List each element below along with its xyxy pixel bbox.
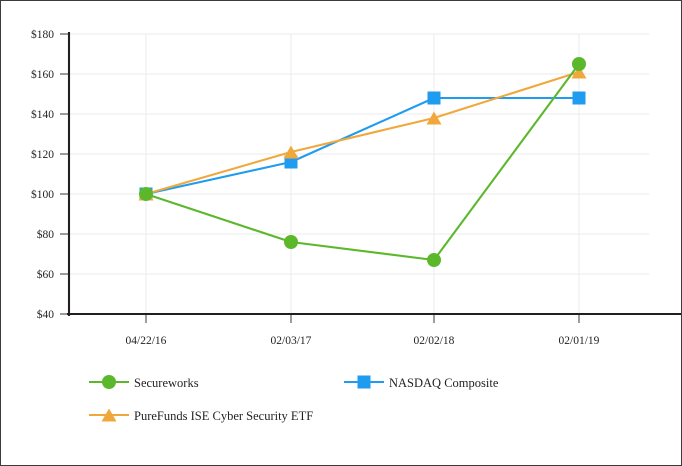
x-axis-label: 02/02/18 — [414, 335, 455, 347]
y-axis-label: $40 — [37, 308, 55, 321]
datapoint-purefunds-ise-cyber-security-etf-1 — [283, 145, 299, 159]
datapoint-nasdaq-composite-1 — [284, 155, 298, 169]
x-axis-labels: 04/22/16 02/03/17 02/02/18 02/01/19 — [126, 335, 600, 347]
datapoint-purefunds-ise-cyber-security-etf-3 — [571, 65, 587, 79]
y-axis-label: $80 — [37, 228, 55, 241]
series-line-purefunds-ise-cyber-security-etf — [144, 70, 581, 196]
datapoint-secureworks-1 — [284, 235, 298, 249]
series-line-secureworks — [144, 62, 581, 262]
legend-label-secureworks: Secureworks — [134, 376, 199, 390]
legend-marks — [89, 375, 384, 422]
gridlines — [69, 33, 649, 275]
series-layer — [138, 57, 587, 267]
x-axis-label: 02/03/17 — [271, 335, 312, 347]
category-gridlines — [145, 34, 580, 314]
datapoint-secureworks-3 — [572, 57, 586, 71]
legend-marker-purefunds-ise-cyber-security-etf — [101, 408, 117, 422]
datapoint-purefunds-ise-cyber-security-etf-2 — [426, 111, 442, 125]
datapoint-secureworks-2 — [427, 253, 441, 267]
legend-marker-nasdaq-composite — [357, 375, 371, 389]
x-axis-ticks — [145, 314, 580, 323]
legend-marker-secureworks — [102, 375, 116, 389]
y-axis-labels: $180 $160 $140 $120 $100 $80 $60 $40 — [31, 28, 54, 321]
y-axis-label: $120 — [31, 148, 54, 161]
y-axis-ticks — [60, 33, 69, 315]
datapoint-nasdaq-composite-3 — [572, 91, 586, 105]
y-axis-label: $140 — [31, 108, 54, 121]
x-axis-label: 02/01/19 — [559, 335, 600, 347]
y-axis-label: $60 — [37, 268, 55, 281]
legend-label-nasdaq-composite: NASDAQ Composite — [389, 376, 499, 390]
y-axis-label: $160 — [31, 68, 54, 81]
datapoint-nasdaq-composite-2 — [427, 91, 441, 105]
y-axis-label: $100 — [31, 188, 54, 201]
x-axis-label: 04/22/16 — [126, 335, 167, 347]
legend-label-purefunds-ise-cyber-security-etf: PureFunds ISE Cyber Security ETF — [134, 409, 313, 423]
datapoint-secureworks-0 — [139, 187, 153, 201]
series-line-nasdaq-composite — [144, 96, 581, 196]
y-axis-label: $180 — [31, 28, 54, 41]
